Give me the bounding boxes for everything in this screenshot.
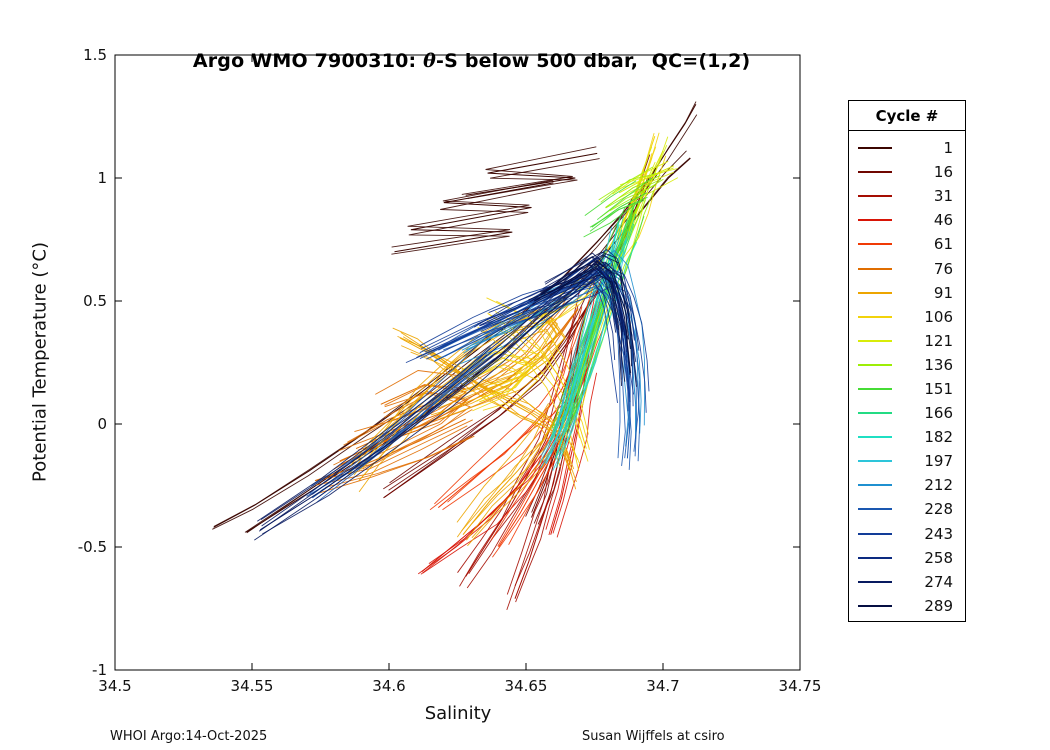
legend-item-label: 197 — [924, 452, 953, 471]
legend-item: 212 — [849, 473, 965, 497]
legend-line-sample — [858, 267, 892, 270]
y-tick-label: -0.5 — [77, 538, 107, 556]
legend-item-label: 228 — [924, 500, 953, 519]
legend-item-label: 121 — [924, 331, 953, 350]
legend-line-sample — [858, 291, 892, 294]
footer-credit-right: Susan Wijffels at csiro — [582, 729, 725, 744]
legend-item: 121 — [849, 329, 965, 353]
legend-item-label: 76 — [933, 259, 953, 278]
series-lines — [212, 101, 698, 611]
legend: Cycle # 1 16 31 46 61 76 91 106 121 136 151 166 182 1… — [848, 100, 966, 622]
legend-item: 76 — [849, 256, 965, 280]
legend-line-sample — [858, 580, 892, 583]
legend-line-sample — [858, 363, 892, 366]
y-tick-label: -1 — [92, 661, 107, 679]
legend-line-sample — [858, 315, 892, 318]
legend-items: 1 16 31 46 61 76 91 106 121 136 151 166 182 197 212 228… — [849, 131, 965, 618]
legend-item: 16 — [849, 160, 965, 184]
legend-item: 46 — [849, 208, 965, 232]
legend-item-label: 182 — [924, 428, 953, 447]
legend-line-sample — [858, 171, 892, 174]
legend-item-label: 166 — [924, 404, 953, 423]
legend-item-label: 243 — [924, 524, 953, 543]
legend-item: 182 — [849, 425, 965, 449]
legend-line-sample — [858, 436, 892, 439]
legend-line-sample — [858, 556, 892, 559]
legend-item: 228 — [849, 497, 965, 521]
legend-item: 136 — [849, 353, 965, 377]
legend-item: 91 — [849, 281, 965, 305]
x-tick-label: 34.65 — [504, 677, 548, 695]
legend-item: 243 — [849, 522, 965, 546]
legend-item: 197 — [849, 449, 965, 473]
x-tick-label: 34.55 — [230, 677, 274, 695]
legend-item: 1 — [849, 136, 965, 160]
x-tick-label: 34.5 — [98, 677, 132, 695]
legend-item: 166 — [849, 401, 965, 425]
legend-line-sample — [858, 460, 892, 463]
legend-item-label: 106 — [924, 307, 953, 326]
y-tick-label: 0 — [97, 415, 107, 433]
legend-item: 258 — [849, 546, 965, 570]
y-tick-label: 0.5 — [83, 292, 107, 310]
legend-item-label: 212 — [924, 476, 953, 495]
legend-line-sample — [858, 604, 892, 607]
y-tick-label: 1.5 — [83, 46, 107, 64]
legend-line-sample — [858, 508, 892, 511]
legend-item: 106 — [849, 305, 965, 329]
plot-box — [114, 54, 801, 671]
legend-line-sample — [858, 412, 892, 415]
legend-item-label: 258 — [924, 548, 953, 567]
legend-line-sample — [858, 339, 892, 342]
legend-item-label: 274 — [924, 572, 953, 591]
x-tick-label: 34.7 — [646, 677, 680, 695]
legend-line-sample — [858, 484, 892, 487]
legend-item-label: 1 — [943, 139, 953, 158]
legend-item-label: 91 — [933, 283, 953, 302]
y-axis-label: Potential Temperature (°C) — [29, 242, 51, 482]
axis-ticks — [114, 54, 801, 671]
y-tick-label: 1 — [97, 169, 107, 187]
series-cycle-289 — [528, 251, 637, 387]
legend-item: 61 — [849, 232, 965, 256]
legend-item-label: 151 — [924, 379, 953, 398]
legend-line-sample — [858, 195, 892, 198]
legend-item-label: 61 — [933, 235, 953, 254]
legend-line-sample — [858, 387, 892, 390]
legend-item-label: 31 — [933, 187, 953, 206]
x-tick-label: 34.6 — [372, 677, 406, 695]
legend-item: 289 — [849, 594, 965, 618]
legend-line-sample — [858, 219, 892, 222]
legend-item: 274 — [849, 570, 965, 594]
legend-line-sample — [858, 532, 892, 535]
legend-line-sample — [858, 243, 892, 246]
legend-item-label: 46 — [933, 211, 953, 230]
legend-line-sample — [858, 147, 892, 150]
x-tick-label: 34.75 — [778, 677, 822, 695]
legend-item: 151 — [849, 377, 965, 401]
legend-item-label: 136 — [924, 355, 953, 374]
legend-item-label: 16 — [933, 163, 953, 182]
legend-item: 31 — [849, 184, 965, 208]
legend-title: Cycle # — [849, 101, 965, 131]
footer-credit-left: WHOI Argo:14-Oct-2025 — [110, 729, 268, 744]
legend-item-label: 289 — [924, 596, 953, 615]
x-axis-label: Salinity — [424, 703, 492, 724]
